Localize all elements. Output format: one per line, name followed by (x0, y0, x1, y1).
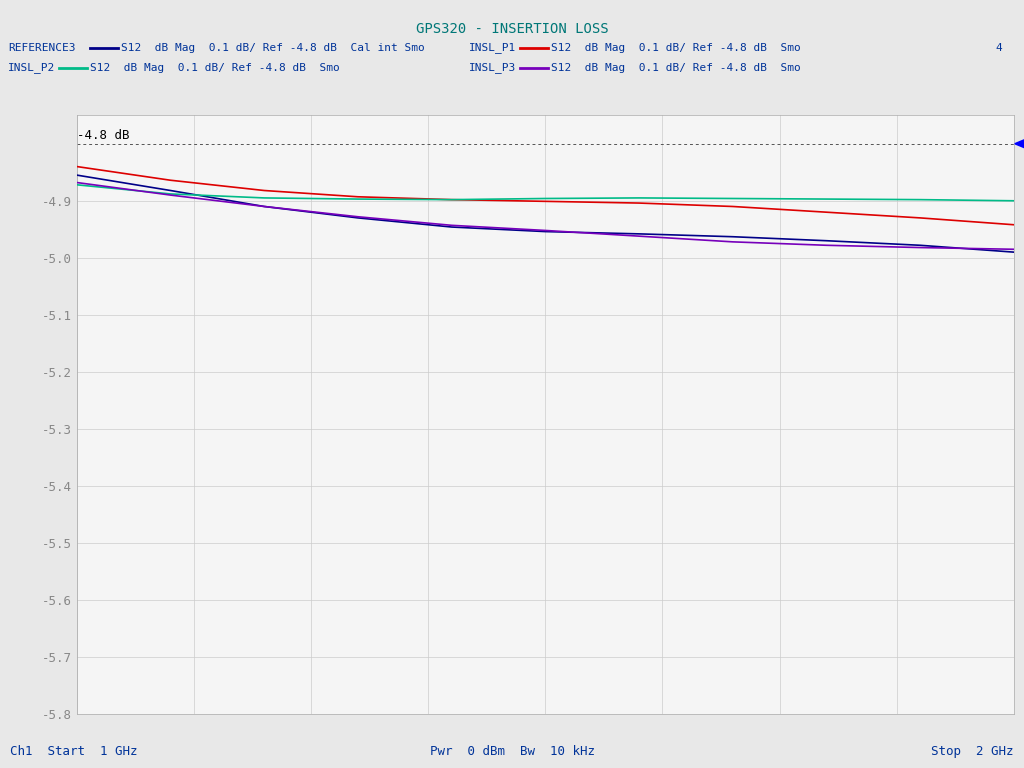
Text: S12  dB Mag  0.1 dB/ Ref -4.8 dB  Cal int Smo: S12 dB Mag 0.1 dB/ Ref -4.8 dB Cal int S… (121, 42, 425, 53)
Text: INSL_P2: INSL_P2 (8, 62, 55, 73)
Text: S12  dB Mag  0.1 dB/ Ref -4.8 dB  Smo: S12 dB Mag 0.1 dB/ Ref -4.8 dB Smo (90, 62, 340, 73)
Text: Pwr  0 dBm  Bw  10 kHz: Pwr 0 dBm Bw 10 kHz (429, 745, 595, 757)
Text: Stop  2 GHz: Stop 2 GHz (931, 745, 1014, 757)
Text: INSL_P1: INSL_P1 (469, 42, 516, 53)
Text: S12  dB Mag  0.1 dB/ Ref -4.8 dB  Smo: S12 dB Mag 0.1 dB/ Ref -4.8 dB Smo (551, 62, 801, 73)
Text: Ch1  Start  1 GHz: Ch1 Start 1 GHz (10, 745, 138, 757)
Text: GPS320 - INSERTION LOSS: GPS320 - INSERTION LOSS (416, 22, 608, 35)
Text: REFERENCE3: REFERENCE3 (8, 42, 76, 53)
Text: 4: 4 (995, 42, 1002, 53)
Text: S12  dB Mag  0.1 dB/ Ref -4.8 dB  Smo: S12 dB Mag 0.1 dB/ Ref -4.8 dB Smo (551, 42, 801, 53)
Text: INSL_P3: INSL_P3 (469, 62, 516, 73)
Text: -4.8 dB: -4.8 dB (77, 129, 129, 142)
